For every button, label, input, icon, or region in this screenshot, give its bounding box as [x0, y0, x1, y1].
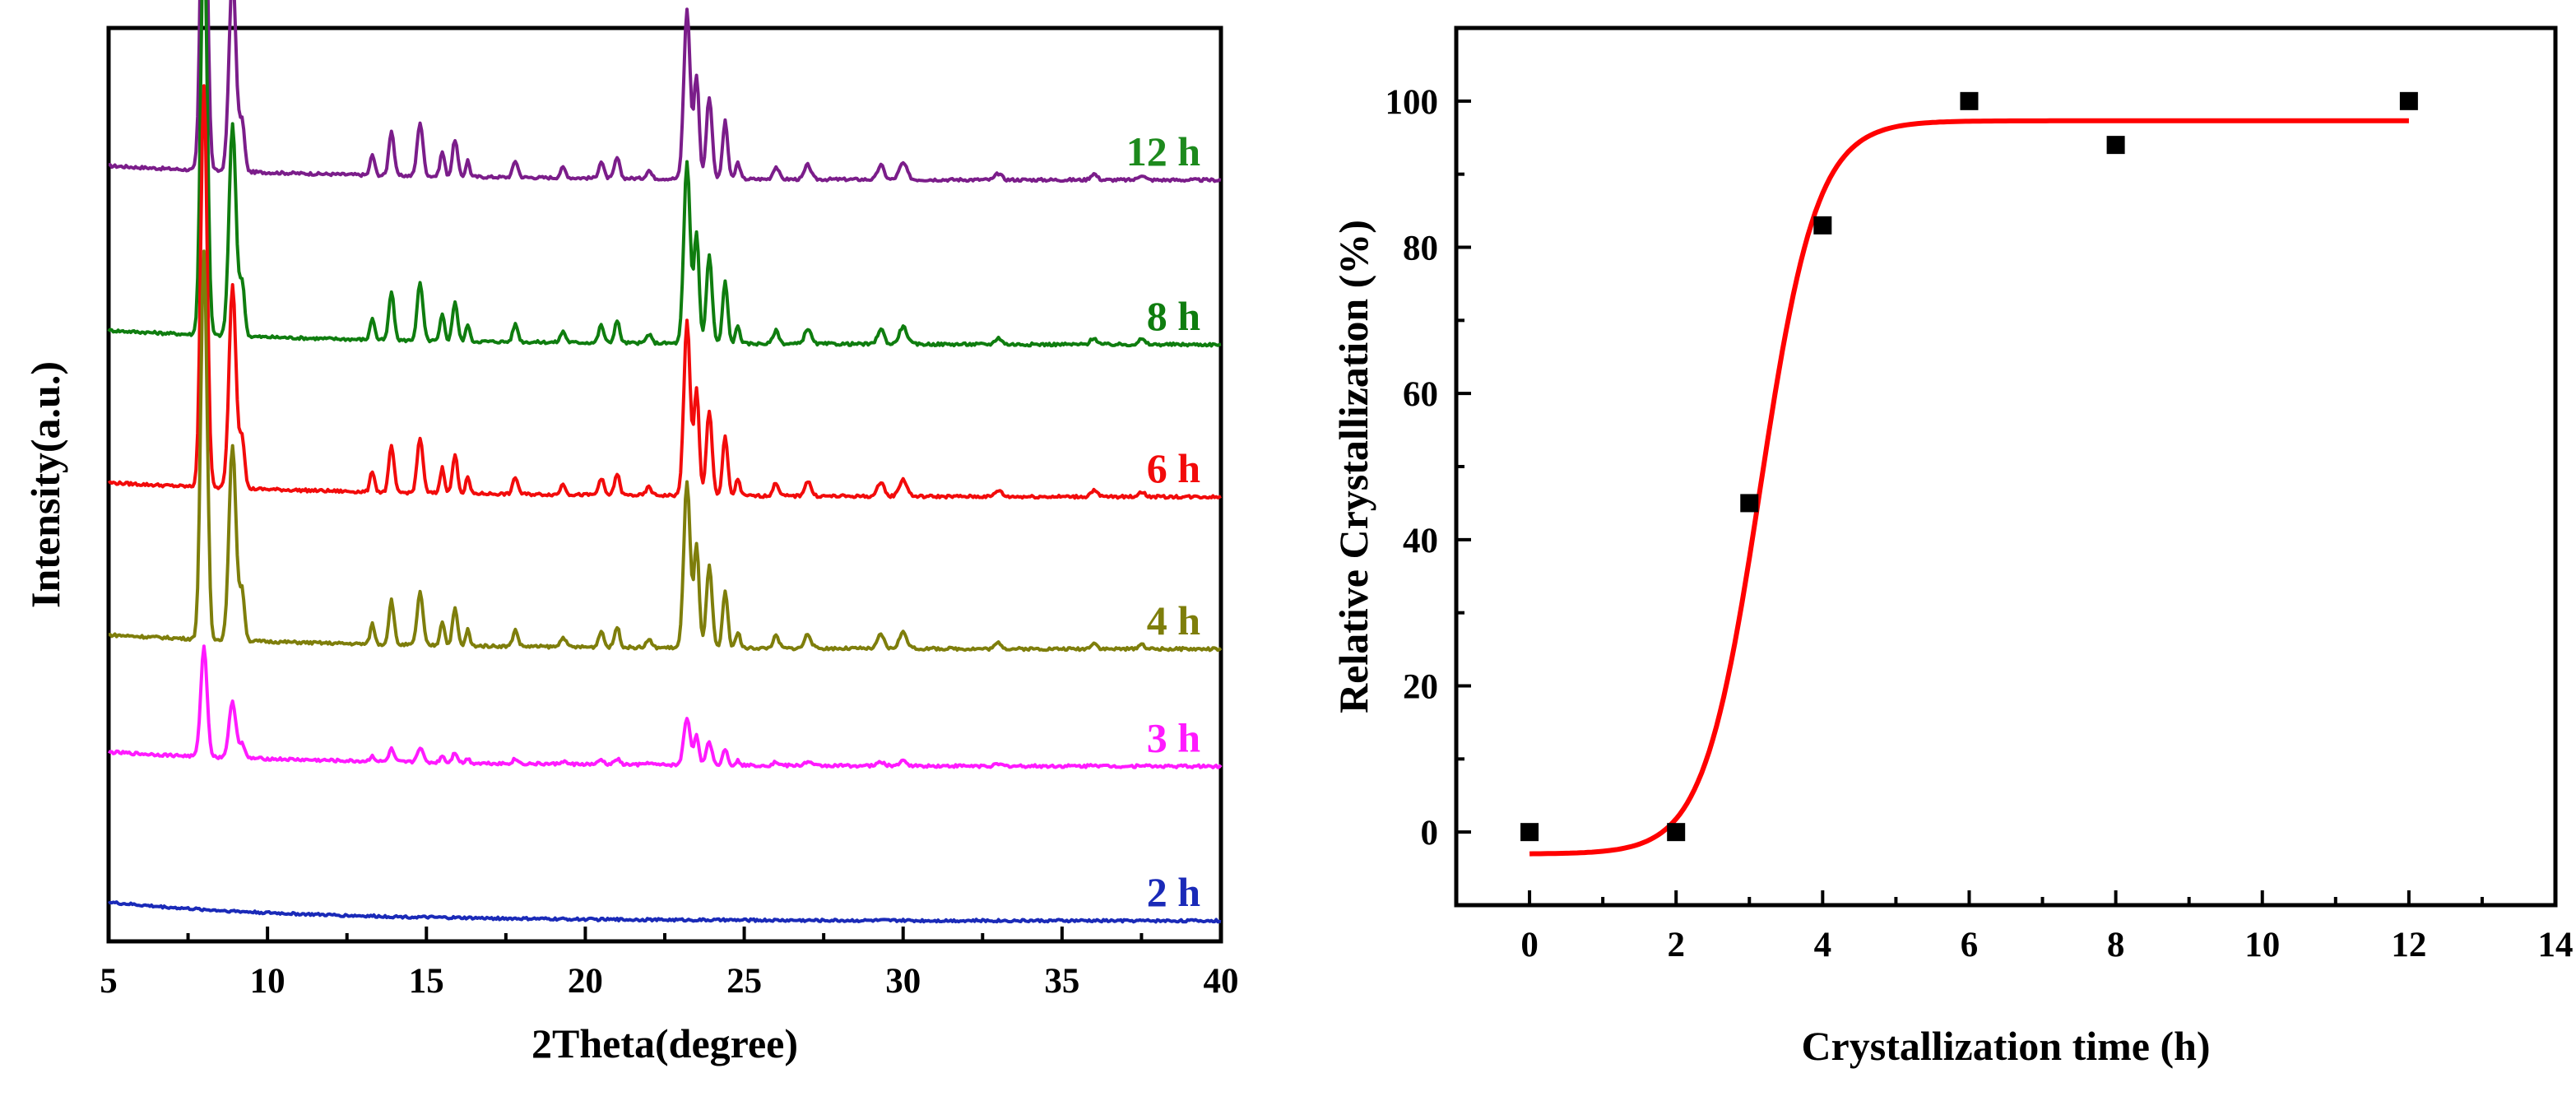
cryst-x-tick-label: 4: [1814, 926, 1832, 964]
xrd-x-tick-label: 35: [1044, 962, 1079, 1001]
cryst-y-axis-title: Relative Crystallization (%): [1330, 220, 1376, 713]
cryst-x-tick-label: 12: [2391, 926, 2426, 964]
xrd-trace-label: 2 h: [1147, 869, 1201, 915]
cryst-y-tick-label: 0: [1421, 814, 1439, 852]
cryst-x-tick-label: 0: [1520, 926, 1539, 964]
xrd-trace-4h: [108, 249, 1223, 653]
cryst-x-tick-label: 2: [1667, 926, 1685, 964]
xrd-trace-label: 12 h: [1126, 128, 1201, 174]
cryst-x-tick-label: 8: [2107, 926, 2125, 964]
cryst-x-tick-label: 10: [2244, 926, 2280, 964]
cryst-y-tick-label: 100: [1385, 83, 1439, 122]
xrd-x-tick-label: 25: [726, 962, 762, 1001]
cryst-x-axis-title: Crystallization time (h): [1801, 1023, 2210, 1069]
xrd-trace-label: 4 h: [1147, 597, 1201, 643]
xrd-trace-label: 3 h: [1147, 715, 1201, 761]
xrd-trace-label: 6 h: [1147, 445, 1201, 491]
xrd-chart: 12 h 8 h 6 h 4 h 3 h 2 h 5 10 15 20 25 30 35 40 2The…: [22, 0, 1239, 1066]
xrd-x-tick-label: 20: [568, 962, 603, 1001]
xrd-x-tick-label: 15: [409, 962, 444, 1001]
xrd-x-axis: 5 10 15 20 25 30 35 40: [100, 927, 1239, 1001]
cryst-x-tick-label: 14: [2538, 926, 2574, 964]
xrd-plot-frame: [106, 26, 1223, 944]
xrd-trace-label: 8 h: [1147, 293, 1201, 339]
xrd-traces: [107, 0, 1223, 924]
cryst-data-point: [1740, 494, 1759, 513]
cryst-plot-frame: [1454, 26, 2558, 908]
cryst-axes: 0 2 4 6 8 10 12 14 0 20 40 60 80 100: [1385, 26, 2574, 964]
cryst-y-tick-label: 80: [1403, 230, 1438, 268]
cryst-data-point: [2106, 136, 2125, 155]
xrd-trace-8h: [107, 0, 1222, 348]
cryst-data-point: [1520, 823, 1539, 842]
xrd-x-tick-label: 5: [100, 962, 118, 1001]
cryst-y-tick-label: 40: [1403, 522, 1438, 560]
xrd-x-tick-label: 30: [885, 962, 921, 1001]
xrd-x-tick-label: 10: [250, 962, 285, 1001]
xrd-trace-2h: [107, 900, 1222, 924]
cryst-data-point: [1667, 823, 1686, 842]
xrd-trace-labels: 12 h 8 h 6 h 4 h 3 h 2 h: [1126, 128, 1201, 915]
cryst-y-tick-label: 20: [1403, 668, 1438, 707]
cryst-data-point: [1960, 91, 1979, 110]
crystallization-chart: 0 2 4 6 8 10 12 14 0 20 40 60 80 100 Crystallization …: [1330, 26, 2574, 1069]
xrd-x-tick-label: 40: [1204, 962, 1239, 1001]
xrd-trace-3h: [107, 644, 1223, 769]
cryst-data-point: [1813, 216, 1832, 235]
cryst-data-points: [1520, 91, 2418, 842]
sigmoid-fit-line: [1529, 118, 2409, 857]
xrd-y-axis-title: Intensity(a.u.): [22, 361, 68, 608]
cryst-y-tick-label: 60: [1403, 375, 1438, 414]
cryst-data-point: [2399, 91, 2418, 110]
xrd-trace-6h: [107, 84, 1222, 500]
xrd-trace-12h: [108, 0, 1222, 184]
xrd-x-axis-title: 2Theta(degree): [531, 1020, 798, 1066]
cryst-x-tick-label: 6: [1961, 926, 1979, 964]
